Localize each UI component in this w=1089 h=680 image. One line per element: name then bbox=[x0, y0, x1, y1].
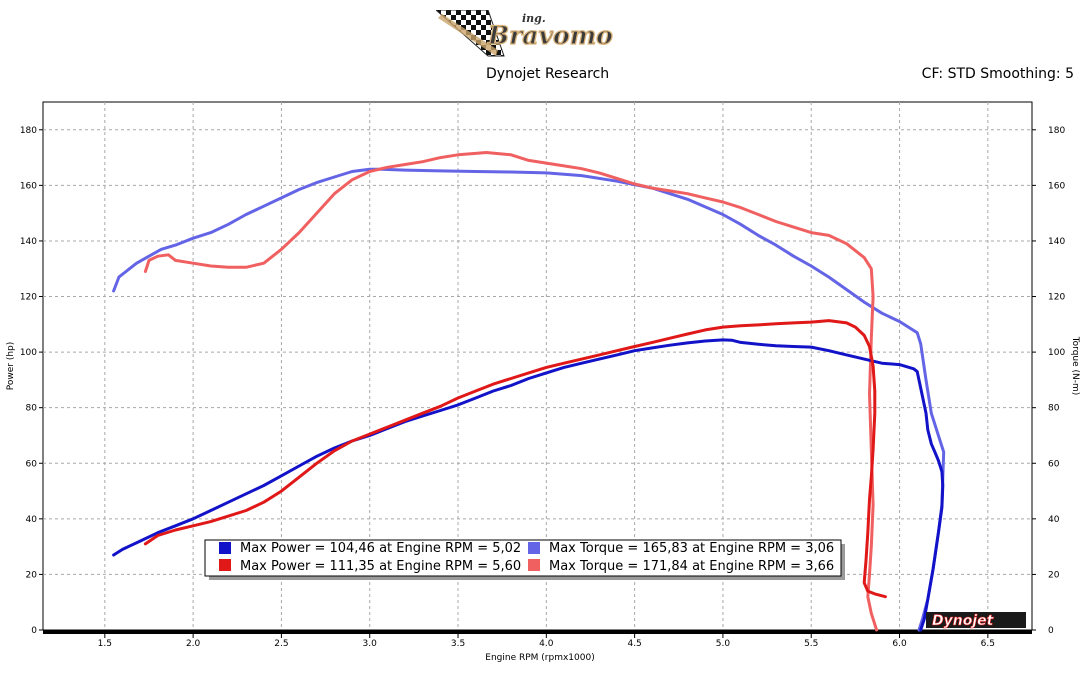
x-tick-label: 4.5 bbox=[627, 639, 641, 649]
right-axis-title: Torque (N-m) bbox=[1070, 336, 1080, 396]
legend-swatch-power-2 bbox=[219, 559, 231, 571]
x-axis-title: Engine RPM (rpmx1000) bbox=[485, 653, 594, 663]
series-line-2 bbox=[143, 319, 887, 599]
legend-swatch-torque-2 bbox=[528, 559, 540, 571]
x-tick-label: 3.0 bbox=[363, 639, 378, 649]
bravomo-logo: ing. Bravomo bbox=[434, 9, 652, 60]
right-axis-ticks: 0 20 40 60 80 100 120 140 160 180 bbox=[1032, 126, 1065, 636]
x-tick-label: 5.0 bbox=[716, 639, 731, 649]
legend-entry-torque-1: Max Torque = 165,83 at Engine RPM = 3,06 bbox=[549, 541, 834, 556]
correction-factor-label: CF: STD Smoothing: 5 bbox=[921, 66, 1074, 82]
right-tick-label: 180 bbox=[1048, 126, 1065, 136]
right-tick-label: 160 bbox=[1048, 181, 1065, 191]
series-layer bbox=[112, 151, 946, 632]
series-line-1 bbox=[112, 338, 945, 632]
left-tick-label: 100 bbox=[20, 348, 37, 358]
right-tick-label: 20 bbox=[1048, 570, 1060, 580]
right-tick-label: 60 bbox=[1048, 459, 1060, 469]
logo-text: Bravomo bbox=[487, 21, 613, 50]
legend-swatch-power-1 bbox=[219, 542, 231, 554]
x-tick-label: 5.5 bbox=[804, 639, 818, 649]
watermark-text: Dynojet bbox=[932, 613, 995, 629]
legend-entry-torque-2: Max Torque = 171,84 at Engine RPM = 3,66 bbox=[549, 559, 834, 574]
logo-small-text: ing. bbox=[522, 12, 546, 25]
x-tick-label: 2.0 bbox=[186, 639, 201, 649]
left-tick-label: 140 bbox=[20, 237, 37, 247]
legend-box bbox=[204, 539, 842, 577]
legend-entry-power-1: Max Power = 104,46 at Engine RPM = 5,02 bbox=[240, 541, 521, 556]
x-axis-band bbox=[43, 630, 1032, 634]
legend-entry-power-2: Max Power = 111,35 at Engine RPM = 5,60 bbox=[240, 559, 521, 574]
chart-subtitle: Dynojet Research bbox=[486, 66, 610, 82]
series-line-4 bbox=[143, 151, 879, 632]
legend-swatch-torque-1 bbox=[528, 542, 540, 554]
left-tick-label: 120 bbox=[20, 293, 37, 303]
left-axis-title: Power (hp) bbox=[6, 342, 16, 391]
right-tick-label: 100 bbox=[1048, 348, 1065, 358]
x-tick-label: 2.5 bbox=[274, 639, 288, 649]
left-tick-label: 80 bbox=[26, 404, 38, 414]
right-tick-label: 0 bbox=[1048, 626, 1054, 636]
x-tick-label: 6.0 bbox=[892, 639, 907, 649]
dynojet-watermark: Dynojet bbox=[926, 612, 1026, 629]
left-tick-label: 160 bbox=[20, 181, 37, 191]
x-tick-label: 4.0 bbox=[539, 639, 554, 649]
x-axis: 1.5 2.0 2.5 3.0 3.5 4.0 4.5 5.0 5.5 6.0 6.5 bbox=[43, 630, 1032, 649]
x-tick-label: 3.5 bbox=[451, 639, 465, 649]
left-tick-label: 40 bbox=[26, 515, 38, 525]
left-tick-label: 60 bbox=[26, 459, 38, 469]
watermark-badge bbox=[926, 612, 1026, 628]
x-tick-label: 1.5 bbox=[98, 639, 112, 649]
right-tick-label: 120 bbox=[1048, 293, 1065, 303]
right-tick-label: 80 bbox=[1048, 404, 1060, 414]
left-tick-label: 180 bbox=[20, 126, 37, 136]
x-tick-label: 6.5 bbox=[981, 639, 995, 649]
left-tick-label: 0 bbox=[31, 626, 37, 636]
right-tick-label: 40 bbox=[1048, 515, 1060, 525]
legend: Max Power = 104,46 at Engine RPM = 5,02 … bbox=[204, 539, 845, 580]
left-tick-label: 20 bbox=[26, 570, 38, 580]
right-tick-label: 140 bbox=[1048, 237, 1065, 247]
left-axis-ticks: 0 20 40 60 80 100 120 140 160 180 bbox=[20, 126, 43, 636]
